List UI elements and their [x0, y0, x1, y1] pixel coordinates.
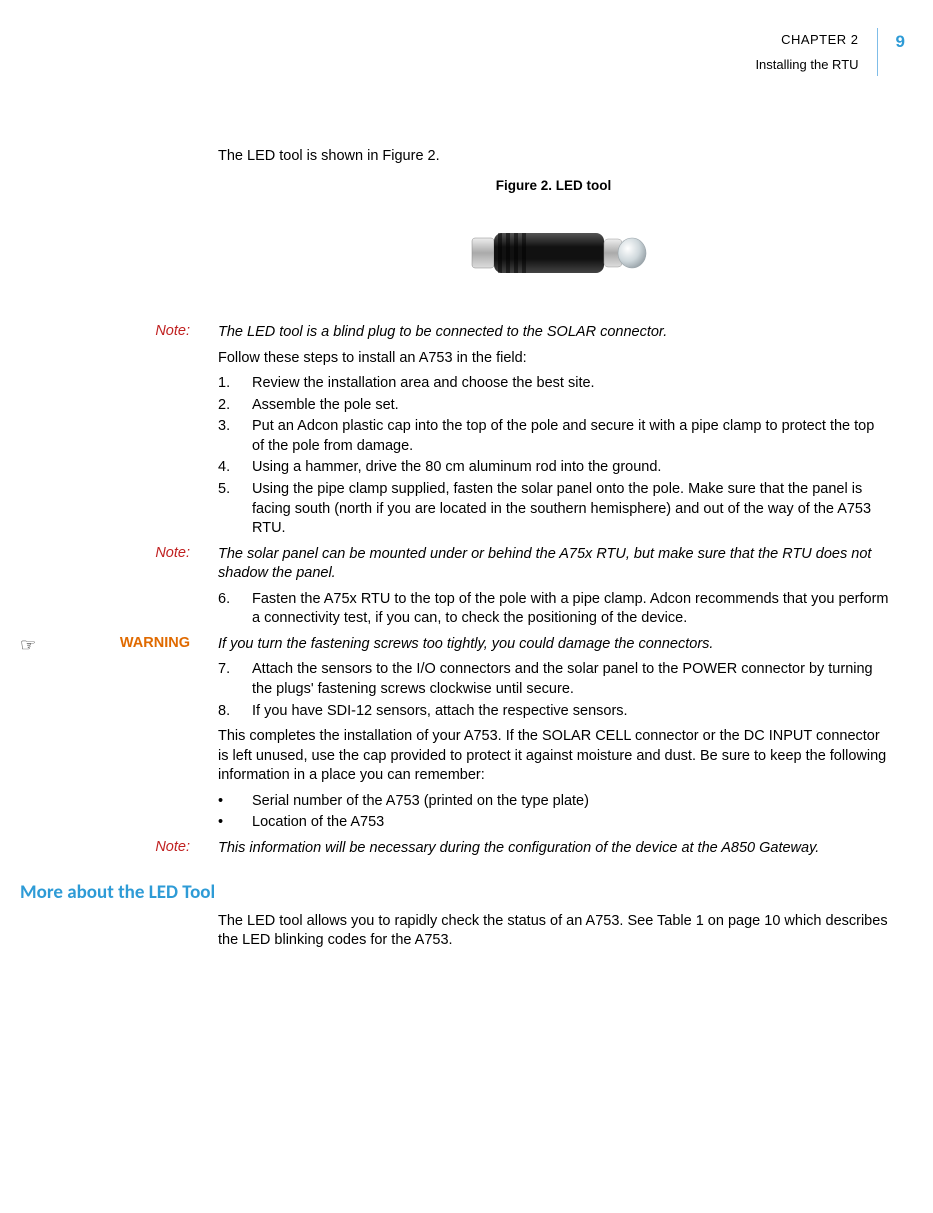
- warning-text: If you turn the fastening screws too tig…: [218, 635, 889, 655]
- intro-text: The LED tool is shown in Figure 2.: [218, 148, 889, 164]
- figure-caption: Figure 2. LED tool: [218, 178, 889, 193]
- note-2: Note: The solar panel can be mounted und…: [0, 545, 889, 584]
- steps-list-b: Fasten the A75x RTU to the top of the po…: [218, 590, 889, 629]
- figure-image: [454, 203, 654, 303]
- note-label: Note:: [0, 839, 218, 859]
- follow-text: Follow these steps to install an A753 in…: [218, 349, 889, 369]
- list-item: Serial number of the A753 (printed on th…: [218, 792, 889, 812]
- completion-text: This completes the installation of your …: [218, 727, 889, 786]
- list-item: Location of the A753: [218, 813, 889, 833]
- page: CHAPTER 2 Installing the RTU 9 The LED t…: [0, 0, 933, 1213]
- list-item: If you have SDI-12 sensors, attach the r…: [218, 702, 889, 722]
- note-text: The LED tool is a blind plug to be conne…: [218, 323, 889, 343]
- list-item: Review the installation area and choose …: [218, 374, 889, 394]
- list-item: Fasten the A75x RTU to the top of the po…: [218, 590, 889, 629]
- list-item: Assemble the pole set.: [218, 396, 889, 416]
- steps-list-a: Review the installation area and choose …: [218, 374, 889, 539]
- page-number: 9: [878, 28, 933, 76]
- list-item: Using the pipe clamp supplied, fasten th…: [218, 480, 889, 539]
- list-item: Put an Adcon plastic cap into the top of…: [218, 417, 889, 456]
- section-body: The LED tool allows you to rapidly check…: [218, 912, 889, 951]
- note-text: The solar panel can be mounted under or …: [218, 545, 889, 584]
- note-text: This information will be necessary durin…: [218, 839, 889, 859]
- section-heading: More about the LED Tool: [20, 881, 889, 904]
- steps-list-c: Attach the sensors to the I/O connectors…: [218, 660, 889, 721]
- pointing-hand-icon: ☞: [20, 635, 36, 656]
- note-3: Note: This information will be necessary…: [0, 839, 889, 859]
- bullet-list: Serial number of the A753 (printed on th…: [218, 792, 889, 833]
- note-label: Note:: [0, 545, 218, 584]
- list-item: Using a hammer, drive the 80 cm aluminum…: [218, 458, 889, 478]
- page-header: CHAPTER 2 Installing the RTU 9: [755, 28, 933, 76]
- list-item: Attach the sensors to the I/O connectors…: [218, 660, 889, 699]
- chapter-number: CHAPTER 2: [755, 32, 858, 47]
- warning-block: ☞ WARNING If you turn the fastening scre…: [0, 635, 889, 655]
- chapter-title: Installing the RTU: [755, 57, 858, 72]
- header-text-block: CHAPTER 2 Installing the RTU: [755, 28, 877, 76]
- note-1: Note: The LED tool is a blind plug to be…: [0, 323, 889, 343]
- note-label: Note:: [0, 323, 218, 343]
- page-content: The LED tool is shown in Figure 2. Figur…: [0, 148, 889, 957]
